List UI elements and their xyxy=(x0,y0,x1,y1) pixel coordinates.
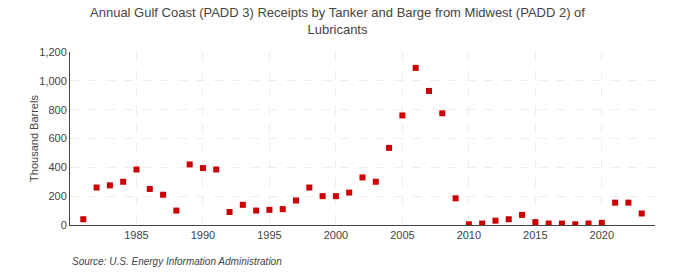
svg-text:1995: 1995 xyxy=(257,229,281,241)
svg-text:1990: 1990 xyxy=(191,229,215,241)
svg-text:800: 800 xyxy=(48,104,66,116)
svg-text:2000: 2000 xyxy=(324,229,348,241)
svg-text:1985: 1985 xyxy=(124,229,148,241)
svg-text:1,200: 1,200 xyxy=(39,46,67,58)
svg-text:Source: U.S. Energy Informatio: Source: U.S. Energy Information Administ… xyxy=(72,256,282,267)
svg-text:400: 400 xyxy=(48,161,66,173)
svg-text:Annual Gulf Coast (PADD 3) Rec: Annual Gulf Coast (PADD 3) Receipts by T… xyxy=(90,5,585,37)
svg-text:2010: 2010 xyxy=(457,229,481,241)
svg-text:600: 600 xyxy=(48,132,66,144)
svg-text:1,000: 1,000 xyxy=(39,75,67,87)
svg-text:2005: 2005 xyxy=(390,229,414,241)
svg-text:2020: 2020 xyxy=(590,229,614,241)
svg-text:0: 0 xyxy=(61,219,67,231)
svg-text:2015: 2015 xyxy=(523,229,547,241)
svg-text:Thousand Barrels: Thousand Barrels xyxy=(28,95,40,182)
svg-text:200: 200 xyxy=(48,190,66,202)
